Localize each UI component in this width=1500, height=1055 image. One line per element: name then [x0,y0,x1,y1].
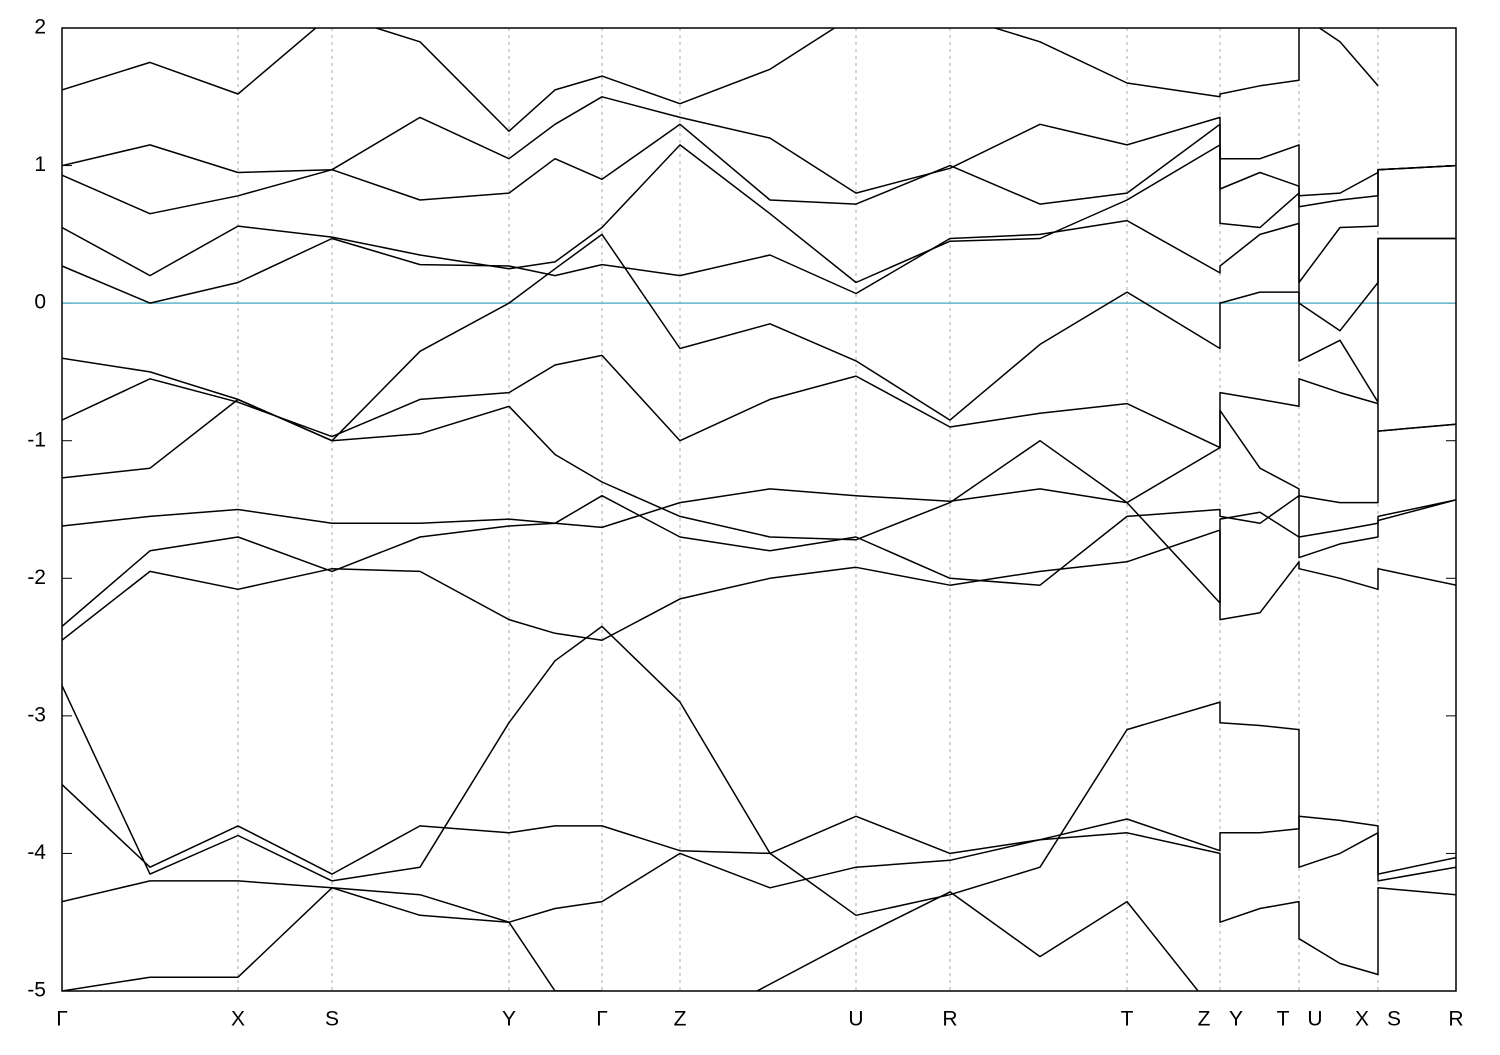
band-line [62,887,1200,991]
x-tick-label: R [942,1008,957,1031]
y-tick-label: 0 [34,291,46,314]
bands [62,28,1456,991]
x-tick-label: T [1121,1008,1134,1031]
x-tick-label: X [231,1008,245,1031]
band-line [62,529,1456,641]
y-tick-label: -1 [27,428,46,451]
y-tick-label: -3 [27,703,46,726]
x-tick-label: Z [674,1008,687,1031]
y-tick-label: -5 [27,979,46,1002]
grid [61,27,1457,992]
x-tick-label: Y [502,1008,516,1031]
y-tick-label: -4 [27,841,46,864]
band-line [62,815,1456,923]
band-line [62,233,1456,442]
y-tick-label: 1 [34,153,46,176]
band-line [62,123,1456,215]
band-line [62,219,1456,332]
x-tick-label: Y [1229,1008,1243,1031]
band-line [62,488,1456,627]
band-line [62,378,1456,541]
x-tick-label: T [1277,1008,1290,1031]
band-line [62,354,1456,504]
band-line [62,784,1456,976]
band-line [62,144,1456,284]
y-tick-label: 2 [34,16,46,39]
band-line [62,494,1456,586]
x-tick-label: Γ [56,1008,68,1031]
band-line [62,96,1456,197]
x-tick-label: R [1448,1008,1463,1031]
x-tick-label: S [1387,1008,1401,1031]
x-tick-label: S [325,1008,339,1031]
x-tick-label: Z [1198,1008,1211,1031]
plot-frame [61,27,1457,992]
x-tick-label: U [1307,1008,1322,1031]
x-tick-label: X [1355,1008,1369,1031]
band-line [62,28,1379,132]
band-line [62,625,1456,917]
y-tick-label: -2 [27,566,46,589]
x-tick-label: Γ [596,1008,608,1031]
x-tick-label: U [848,1008,863,1031]
